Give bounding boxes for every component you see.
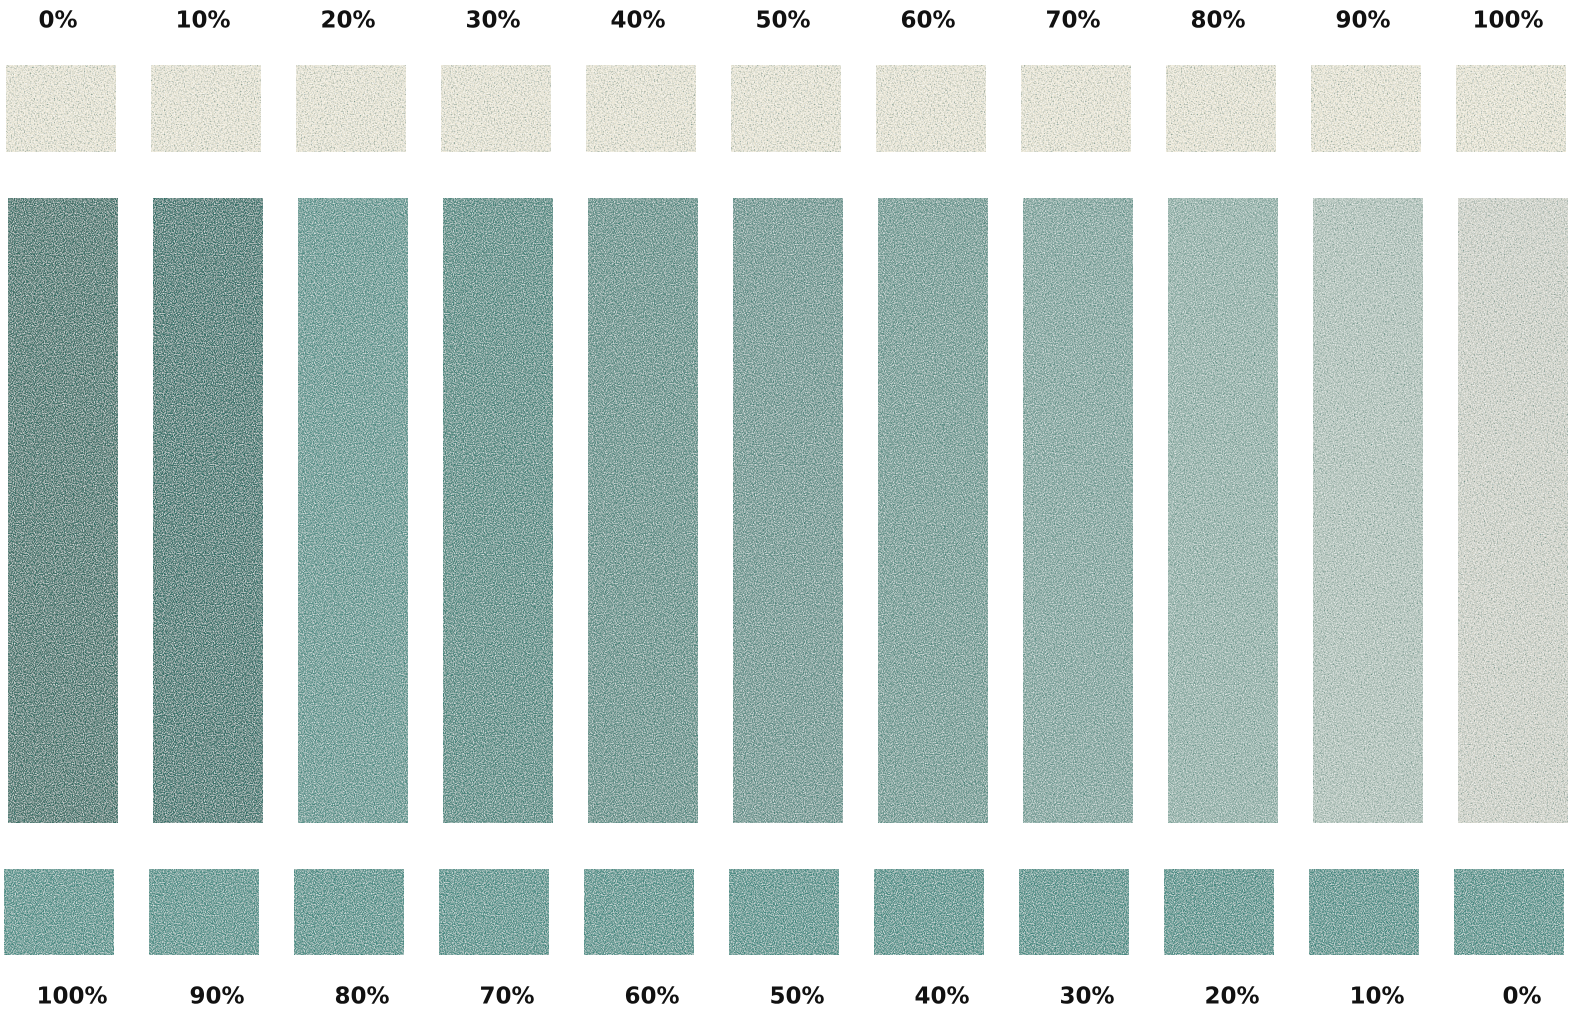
mix-swatch <box>733 198 843 823</box>
pigment-swatch <box>1164 869 1274 955</box>
bottom-label: 100% <box>36 984 107 1010</box>
bottom-label: 90% <box>189 984 244 1010</box>
mix-swatch <box>298 198 408 823</box>
base-swatch <box>876 65 986 152</box>
bottom-label: 20% <box>1204 984 1259 1010</box>
mix-swatch <box>1458 198 1568 823</box>
pigment-swatch <box>874 869 984 955</box>
pigment-swatch <box>439 869 549 955</box>
top-label: 80% <box>1190 8 1245 34</box>
bottom-label: 80% <box>334 984 389 1010</box>
base-swatch <box>586 65 696 152</box>
mix-swatch <box>443 198 553 823</box>
base-swatch <box>731 65 841 152</box>
base-swatch <box>1311 65 1421 152</box>
base-swatch <box>151 65 261 152</box>
top-label: 20% <box>320 8 375 34</box>
base-swatch <box>6 65 116 152</box>
top-label: 100% <box>1472 8 1543 34</box>
bottom-label: 60% <box>624 984 679 1010</box>
mix-swatch <box>1168 198 1278 823</box>
top-label: 60% <box>900 8 955 34</box>
mix-swatch <box>153 198 263 823</box>
pigment-swatch <box>4 869 114 955</box>
mix-swatch <box>8 198 118 823</box>
top-label: 40% <box>610 8 665 34</box>
bottom-label: 30% <box>1059 984 1114 1010</box>
pigment-swatch <box>1019 869 1129 955</box>
base-swatch <box>441 65 551 152</box>
top-label: 70% <box>1045 8 1100 34</box>
bottom-label: 50% <box>769 984 824 1010</box>
base-swatch <box>1166 65 1276 152</box>
bottom-label: 10% <box>1349 984 1404 1010</box>
base-swatch <box>1021 65 1131 152</box>
top-label: 0% <box>38 8 77 34</box>
base-swatch <box>296 65 406 152</box>
bottom-label: 40% <box>914 984 969 1010</box>
pigment-swatch <box>294 869 404 955</box>
pigment-swatch <box>584 869 694 955</box>
mix-swatch <box>1313 198 1423 823</box>
pigment-swatch <box>1309 869 1419 955</box>
mix-swatch <box>878 198 988 823</box>
pigment-swatch <box>149 869 259 955</box>
top-label: 50% <box>755 8 810 34</box>
base-swatch <box>1456 65 1566 152</box>
top-label: 30% <box>465 8 520 34</box>
bottom-label: 0% <box>1502 984 1541 1010</box>
mix-swatch <box>1023 198 1133 823</box>
pigment-swatch <box>729 869 839 955</box>
top-label: 90% <box>1335 8 1390 34</box>
mix-swatch <box>588 198 698 823</box>
top-label: 10% <box>175 8 230 34</box>
pigment-swatch <box>1454 869 1564 955</box>
bottom-label: 70% <box>479 984 534 1010</box>
